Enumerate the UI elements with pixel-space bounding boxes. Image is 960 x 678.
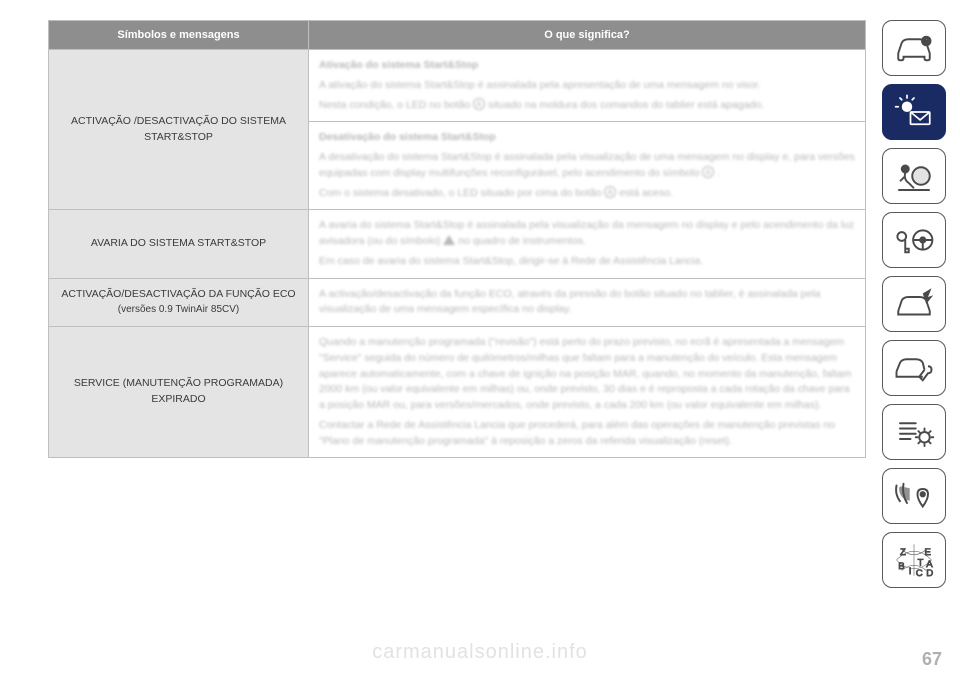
row-label: ACTIVAÇÃO /DESACTIVAÇÃO DO SISTEMASTART&… [49,50,309,210]
row-desc: Ativação do sistema Start&StopA ativação… [309,50,866,122]
svg-text:E: E [925,547,931,558]
svg-text:D: D [926,568,933,578]
media-location-icon[interactable] [882,468,946,524]
messages-table: Símbolos e mensagens O que significa? AC… [48,20,866,458]
page-number: 67 [918,649,942,670]
car-crash-icon[interactable] [882,276,946,332]
content-area: Símbolos e mensagens O que significa? AC… [0,0,882,678]
row-desc: A avaria do sistema Start&Stop é assinal… [309,210,866,278]
header-right: O que significa? [309,21,866,50]
row-desc: Quando a manutenção programada ("revisão… [309,327,866,458]
light-mail-icon[interactable] [882,84,946,140]
car-wrench-icon[interactable] [882,340,946,396]
row-label: SERVICE (MANUTENÇÃO PROGRAMADA)EXPIRADO [49,327,309,458]
row-desc: A activação/desactivação da função ECO, … [309,278,866,327]
alphabet-icon[interactable]: Z E B A I C D T [882,532,946,588]
key-steering-icon[interactable] [882,212,946,268]
section-sidebar: i [882,0,960,678]
list-gear-icon[interactable] [882,404,946,460]
car-info-icon[interactable]: i [882,20,946,76]
svg-text:I: I [909,566,912,577]
header-left: Símbolos e mensagens [49,21,309,50]
airbag-icon[interactable] [882,148,946,204]
row-label: AVARIA DO SISTEMA START&STOP [49,210,309,278]
svg-text:C: C [916,568,923,578]
row-desc: Desativação do sistema Start&StopA desat… [309,122,866,210]
row-label: ACTIVAÇÃO/DESACTIVAÇÃO DA FUNÇÃO ECO(ver… [49,278,309,327]
